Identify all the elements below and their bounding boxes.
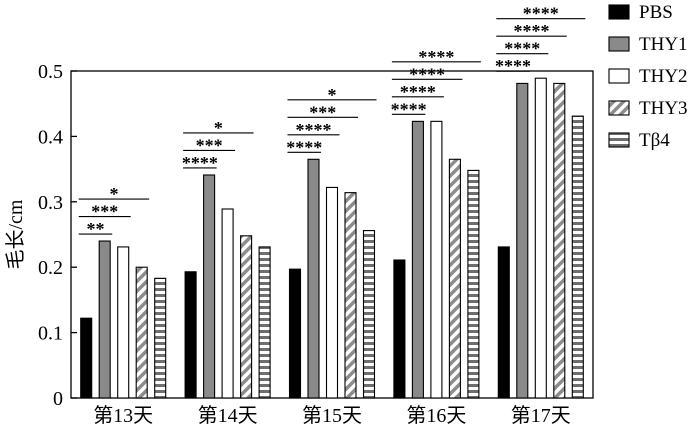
- bar-thy2-3: [325, 186, 339, 399]
- significance-label: ****: [523, 4, 559, 24]
- x-tick-label: 第14天: [198, 404, 258, 427]
- legend-label: THY1: [639, 34, 688, 55]
- significance-label: ***: [91, 202, 118, 222]
- x-tick-label: 第17天: [511, 404, 571, 427]
- significance-label: ****: [400, 82, 436, 102]
- legend-label: THY3: [639, 98, 688, 119]
- significance-label: **: [86, 219, 104, 239]
- bar-pbs-1: [80, 317, 93, 399]
- bar-thy1-3: [307, 158, 320, 399]
- bar-thy2-1: [117, 246, 130, 399]
- bar-thy3-2: [240, 235, 253, 399]
- bar-thy2-4: [430, 120, 443, 399]
- y-tick-label: 0.3: [38, 192, 63, 214]
- legend-swatch: [608, 68, 630, 84]
- x-tick-label: 第16天: [406, 404, 466, 427]
- legend-swatch: [608, 132, 630, 148]
- bar-thy3-1: [135, 266, 148, 399]
- significance-label: *: [214, 118, 223, 138]
- significance-label: ****: [286, 137, 322, 157]
- bar-thy1-2: [203, 174, 216, 399]
- significance-label: ****: [504, 39, 540, 59]
- y-axis-title: 毛长/cm: [4, 199, 27, 269]
- bar-thy1-1: [98, 240, 111, 399]
- bar-t4-2: [258, 246, 271, 399]
- significance-label: ****: [409, 64, 445, 84]
- significance-label: ****: [182, 153, 218, 173]
- significance-label: ***: [196, 135, 223, 155]
- bar-t4-4: [467, 169, 480, 399]
- bars: [80, 77, 584, 399]
- legend-label: THY2: [639, 66, 688, 87]
- bar-pbs-4: [393, 259, 406, 399]
- significance-label: ****: [495, 56, 531, 76]
- y-tick-label: 0.1: [38, 323, 63, 345]
- significance-label: *: [328, 85, 337, 105]
- significance-label: ****: [418, 47, 454, 67]
- bar-thy2-5: [534, 77, 547, 399]
- x-tick-label: 第13天: [93, 404, 153, 427]
- significance-marks: ****************************************…: [78, 4, 586, 239]
- bar-thy1-5: [516, 82, 529, 399]
- bar-thy1-4: [411, 120, 424, 399]
- legend-swatch: [608, 100, 630, 116]
- y-tick-label: 0: [53, 388, 63, 410]
- significance-label: ***: [309, 102, 336, 122]
- bar-thy3-3: [344, 192, 357, 399]
- legend-label: Tβ4: [639, 130, 670, 151]
- bar-thy3-5: [553, 82, 566, 399]
- y-tick-label: 0.4: [38, 126, 63, 148]
- significance-label: ****: [296, 120, 332, 140]
- significance-label: ****: [391, 99, 427, 119]
- axes: 0 0.1 0.2 0.3 0.4 0.5 毛长/cm 第13天 第14天 第15天 第16天 第17…: [4, 61, 594, 427]
- bar-t4-1: [154, 277, 167, 399]
- y-tick-label: 0.2: [38, 257, 63, 279]
- legend-swatch: [608, 4, 630, 20]
- x-tick-label: 第15天: [302, 404, 362, 427]
- bar-pbs-3: [288, 268, 302, 399]
- legend-label: PBS: [639, 2, 673, 23]
- bar-thy2-2: [221, 208, 234, 399]
- significance-label: *: [109, 184, 118, 204]
- bar-thy3-4: [448, 158, 461, 399]
- legend-swatch: [608, 36, 630, 52]
- bar-t4-5: [571, 115, 584, 399]
- bar-pbs-5: [497, 246, 510, 399]
- bar-t4-3: [362, 230, 376, 399]
- significance-label: ****: [514, 21, 550, 41]
- legend: PBS THY1 THY2 THY3 Tβ4: [608, 2, 688, 151]
- bar-pbs-2: [184, 271, 197, 399]
- y-tick-label: 0.5: [38, 61, 63, 83]
